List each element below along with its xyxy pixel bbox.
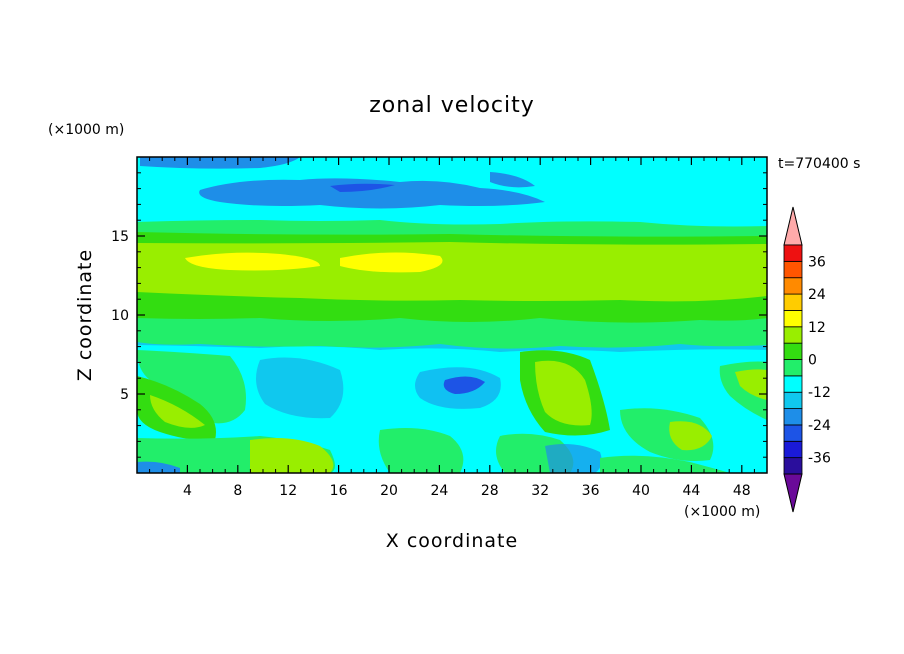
contour-region (535, 360, 592, 426)
colorbar-upper-extension (783, 206, 803, 246)
x-tick-label: 36 (582, 483, 600, 499)
colorbar-tick-label: -36 (808, 451, 831, 467)
contour-region (137, 242, 767, 304)
colorbar-swatch (783, 359, 803, 377)
x-tick-label: 4 (183, 483, 192, 499)
contour-region (137, 292, 767, 328)
y-tick-label: 5 (120, 387, 129, 403)
time-label: t=770400 s (778, 156, 860, 172)
x-tick-label: 48 (733, 483, 751, 499)
contour-region (199, 178, 545, 209)
x-tick-label: 12 (279, 483, 297, 499)
contour-region (150, 395, 205, 428)
contour-region (735, 369, 767, 400)
colorbar-swatch (783, 244, 803, 262)
colorbar-tick-label: 0 (808, 353, 817, 369)
colorbar-swatch (783, 408, 803, 426)
contour-region (669, 421, 712, 451)
colorbar-tick-label: 36 (808, 254, 826, 270)
contour-region (256, 357, 344, 419)
colorbar-swatch (783, 277, 803, 295)
contour-region (150, 196, 195, 205)
contour-region (330, 183, 395, 192)
contour-field (137, 157, 767, 473)
colorbar-swatch (783, 457, 803, 475)
contour-region (443, 376, 485, 394)
colorbar-swatch (783, 293, 803, 311)
y-axis-ticks: 5 10 15 (111, 172, 767, 458)
contour-region (378, 428, 464, 473)
chart-title: zonal velocity (369, 93, 535, 118)
x-tick-label: 20 (380, 483, 398, 499)
colorbar-swatch (783, 375, 803, 393)
x-tick-label: 28 (481, 483, 499, 499)
y-unit-label: (×1000 m) (48, 122, 124, 138)
contour-region (137, 318, 767, 349)
colorbar-lower-extension (783, 473, 803, 513)
contour-region (137, 350, 246, 424)
colorbar-swatch (783, 326, 803, 344)
contour-region (250, 438, 334, 473)
x-tick-label: 16 (330, 483, 348, 499)
contour-region (140, 157, 300, 169)
x-tick-label: 40 (632, 483, 650, 499)
contour-region (490, 172, 535, 188)
colorbar-swatch (783, 260, 803, 279)
x-tick-label: 8 (233, 483, 242, 499)
colorbar-tick-label: 24 (808, 287, 826, 303)
colorbar-tick-label: -12 (808, 385, 831, 401)
x-unit-label: (×1000 m) (684, 504, 760, 520)
colorbar-tick-label: 12 (808, 320, 826, 336)
contour-region (340, 252, 443, 273)
y-tick-label: 10 (111, 308, 129, 324)
colorbar-tick-labels: 36 24 12 0 -12 -24 -36 (808, 254, 831, 466)
contour-region (600, 455, 730, 473)
colorbar-swatch (783, 310, 803, 328)
contour-region (137, 461, 180, 473)
colorbar-tick-label: -24 (808, 418, 831, 434)
colorbar-swatch (783, 424, 803, 442)
contour-region (545, 444, 602, 473)
y-tick-label: 15 (111, 229, 129, 245)
x-tick-label: 32 (531, 483, 549, 499)
colorbar-swatch (783, 342, 803, 360)
x-tick-label: 24 (430, 483, 448, 499)
colorbar (783, 206, 803, 513)
x-axis-ticks: 4 8 12 16 20 24 28 32 36 40 44 48 (149, 157, 755, 499)
colorbar-swatch (783, 391, 803, 409)
x-tick-label: 44 (682, 483, 700, 499)
contour-region (185, 252, 320, 271)
x-axis-title: X coordinate (386, 530, 518, 552)
colorbar-swatch (783, 440, 803, 459)
y-axis-title: Z coordinate (74, 249, 96, 381)
